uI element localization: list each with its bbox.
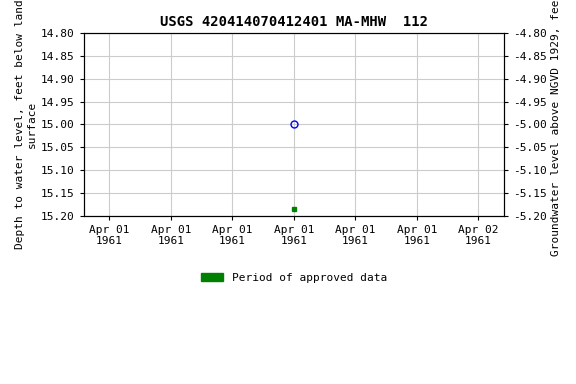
Y-axis label: Depth to water level, feet below land
surface: Depth to water level, feet below land su… xyxy=(15,0,37,249)
Y-axis label: Groundwater level above NGVD 1929, feet: Groundwater level above NGVD 1929, feet xyxy=(551,0,561,256)
Legend: Period of approved data: Period of approved data xyxy=(196,268,392,287)
Title: USGS 420414070412401 MA-MHW  112: USGS 420414070412401 MA-MHW 112 xyxy=(160,15,428,29)
